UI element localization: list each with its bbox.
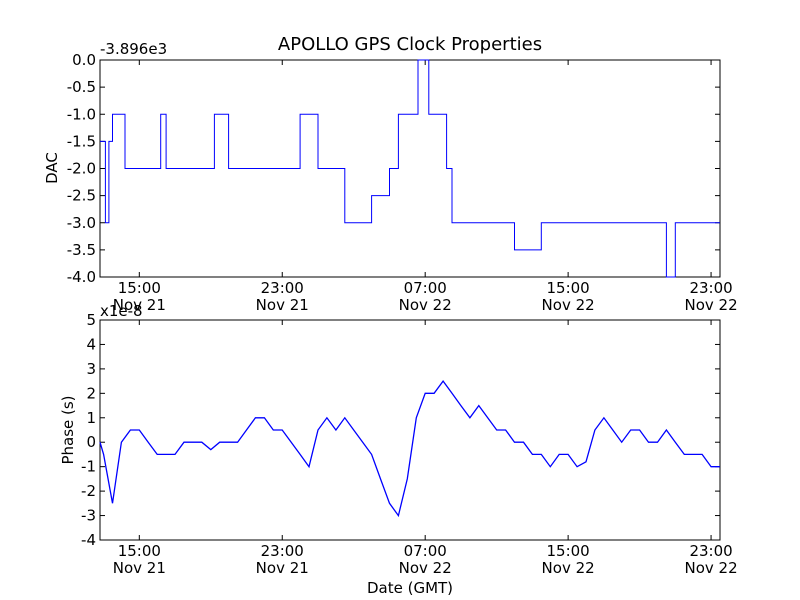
phase-xtick-time-label: 15:00 [118,542,161,560]
phase-series-line [99,380,720,518]
phase-xtick-time-label: 07:00 [404,542,447,560]
phase-ytick-label: -3 [81,507,96,525]
phase-ytick-label: -1 [81,458,96,476]
phase-xtick-date-label: Nov 22 [684,559,737,577]
phase-ytick-label: 4 [86,335,96,353]
dac-ytick-label: -3.0 [67,214,96,232]
chart-title: APOLLO GPS Clock Properties [278,34,542,55]
dac-xtick-time-label: 15:00 [547,279,590,297]
phase-xtick-date-label: Nov 22 [542,559,595,577]
phase-ytick-label: -4 [81,531,96,549]
dac-offset-label: -3.896e3 [100,40,167,58]
phase-offset-label: x1e-8 [100,302,143,320]
dac-ytick-label: -2.0 [67,160,96,178]
x-axis-label: Date (GMT) [367,579,453,597]
dac-ytick-label: 0.0 [72,51,96,69]
phase-xtick-time-label: 15:00 [547,542,590,560]
dac-ytick-label: -0.5 [67,78,96,96]
phase-ytick-label: 0 [86,433,96,451]
dac-ytick-label: -2.5 [67,187,96,205]
phase-xtick-date-label: Nov 21 [256,559,309,577]
dac-series-group [100,59,720,278]
phase-xtick-date-label: Nov 21 [113,559,166,577]
phase-axes-frame [99,319,721,541]
phase-ytick-label: 5 [86,311,96,329]
phase-xtick-time-label: 23:00 [689,542,732,560]
dac-xtick-date-label: Nov 22 [542,296,595,314]
dac-xtick-date-label: Nov 21 [113,296,166,314]
dac-ylabel: DAC [43,152,61,184]
dac-xtick-date-label: Nov 21 [256,296,309,314]
dac-xtick-time-label: 15:00 [118,279,161,297]
phase-ytick-label: -2 [81,482,96,500]
phase-ytick-label: 2 [86,384,96,402]
dac-yticks: 0.0 -0.5 -1.0 -1.5 -2.0 -2.5 -3.0 -3.5 -4.0 [67,51,720,286]
phase-series-group [99,380,720,518]
dac-xtick-date-label: Nov 22 [684,296,737,314]
phase-ylabel: Phase (s) [59,395,77,464]
dac-ytick-label: -1.0 [67,105,96,123]
dac-xtick-date-label: Nov 22 [399,296,452,314]
phase-xtick-date-label: Nov 22 [399,559,452,577]
dac-ytick-label: -3.5 [67,241,96,259]
dac-panel: -3.896e3 DAC 0.0 -0.5 -1.0 -1.5 -2.0 -2.5 -3.0… [43,40,738,314]
dac-ytick-label: -4.0 [67,268,96,286]
phase-ytick-label: 1 [86,409,96,427]
dac-xtick-time-label: 23:00 [261,279,304,297]
phase-xtick-time-label: 23:00 [261,542,304,560]
phase-ytick-label: 3 [86,360,96,378]
dac-series-line [100,59,720,278]
dac-xtick-time-label: 07:00 [404,279,447,297]
phase-yticks: 5 4 3 2 1 0 -1 -2 -3 -4 [81,311,720,549]
dac-xtick-time-label: 23:00 [689,279,732,297]
dac-ytick-label: -1.5 [67,132,96,150]
